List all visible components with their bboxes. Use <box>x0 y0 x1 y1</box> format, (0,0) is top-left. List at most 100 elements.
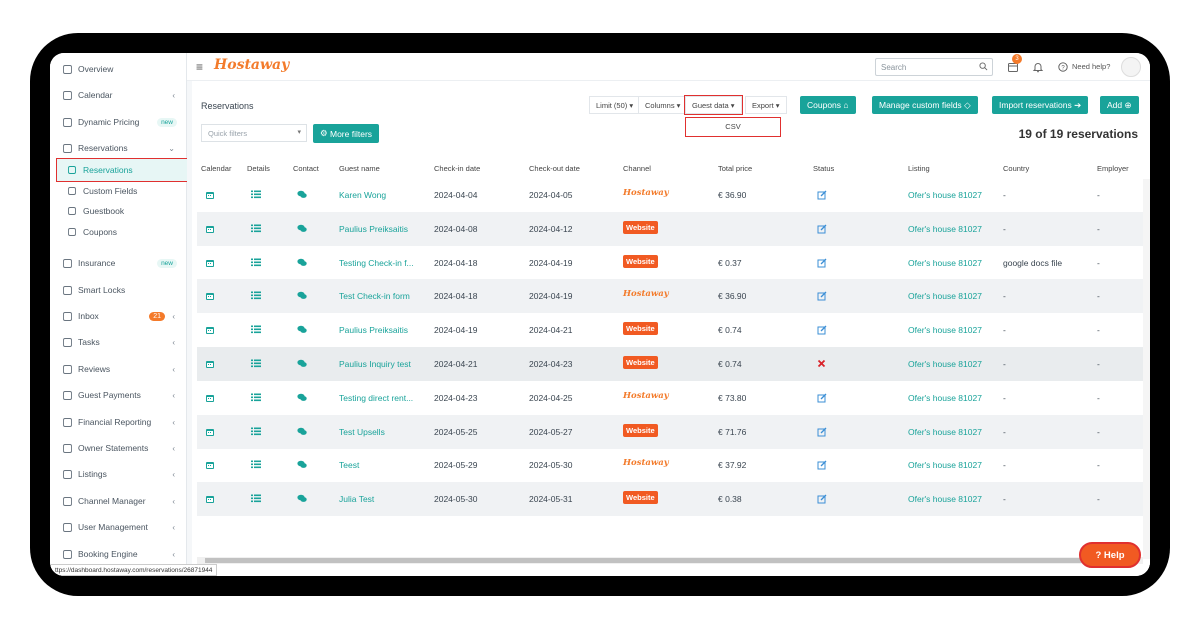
details-icon[interactable] <box>251 427 261 436</box>
listing-link[interactable]: Ofer's house 81027 <box>908 494 982 505</box>
guest-name-link[interactable]: Testing direct rent... <box>339 392 414 403</box>
limit-dropdown[interactable]: Limit (50) ▾ <box>589 96 641 114</box>
calendar-icon[interactable] <box>205 427 215 437</box>
contact-icon[interactable] <box>297 494 307 503</box>
guest-data-dropdown[interactable]: Guest data ▾ <box>684 95 743 115</box>
sidebar-subitem-custom-fields[interactable]: Custom Fields <box>50 181 187 201</box>
table-row[interactable]: Test Check-in form 2024-04-18 2024-04-19 Ho… <box>197 279 1150 314</box>
calendar-notification-icon[interactable] <box>1007 61 1019 73</box>
contact-icon[interactable] <box>297 325 307 334</box>
edit-icon[interactable] <box>817 224 827 234</box>
listing-link[interactable]: Ofer's house 81027 <box>908 325 982 336</box>
edit-icon[interactable] <box>817 291 827 301</box>
sidebar-item-inbox[interactable]: Inbox 21 ‹ <box>50 305 187 327</box>
details-icon[interactable] <box>251 460 261 469</box>
guest-name-link[interactable]: Test Check-in form <box>339 291 410 302</box>
guest-name-link[interactable]: Paulius Preiksaitis <box>339 325 408 336</box>
guest-name-link[interactable]: Testing Check-in f... <box>339 257 414 268</box>
sidebar-item-reviews[interactable]: Reviews ‹ <box>50 358 187 380</box>
details-icon[interactable] <box>251 393 261 402</box>
details-icon[interactable] <box>251 258 261 267</box>
calendar-icon[interactable] <box>205 190 215 200</box>
coupons-button[interactable]: Coupons ⌂ <box>800 96 856 114</box>
sidebar-item-booking-engine[interactable]: Booking Engine ‹ <box>50 543 187 565</box>
calendar-icon[interactable] <box>205 393 215 403</box>
edit-icon[interactable] <box>817 325 827 335</box>
export-dropdown[interactable]: Export ▾ <box>745 96 787 114</box>
guest-name-link[interactable]: Karen Wong <box>339 190 387 200</box>
bell-icon[interactable] <box>1032 61 1044 73</box>
table-row[interactable]: Test Upsells 2024-05-25 2024-05-27 Website €… <box>197 414 1150 449</box>
hostaway-logo[interactable]: Hostaway <box>214 57 290 73</box>
listing-link[interactable]: Ofer's house 81027 <box>908 426 982 437</box>
sidebar-item-smart-locks[interactable]: Smart Locks <box>50 279 187 301</box>
edit-icon[interactable] <box>817 460 827 470</box>
sidebar-subitem-coupons[interactable]: Coupons <box>50 222 187 242</box>
calendar-icon[interactable] <box>205 224 215 234</box>
edit-icon[interactable] <box>817 427 827 437</box>
sidebar-item-guest-payments[interactable]: Guest Payments ‹ <box>50 384 187 406</box>
sidebar-item-overview[interactable]: Overview <box>50 58 187 80</box>
edit-icon[interactable] <box>817 190 827 200</box>
details-icon[interactable] <box>251 359 261 368</box>
sidebar-subitem-guestbook[interactable]: Guestbook <box>50 201 187 221</box>
add-button[interactable]: Add ⊕ <box>1100 96 1139 114</box>
sidebar-item-tasks[interactable]: Tasks ‹ <box>50 331 187 353</box>
listing-link[interactable]: Ofer's house 81027 <box>908 392 982 403</box>
contact-icon[interactable] <box>297 291 307 300</box>
calendar-icon[interactable] <box>205 258 215 268</box>
guest-name-link[interactable]: Julia Test <box>339 494 375 505</box>
contact-icon[interactable] <box>297 427 307 436</box>
table-row[interactable]: Paulius Preiksaitis 2024-04-19 2024-04-21 W… <box>197 313 1150 347</box>
menu-icon[interactable]: ≡ <box>196 60 204 74</box>
sidebar-item-insurance[interactable]: Insurance new <box>50 252 187 274</box>
vertical-scrollbar[interactable] <box>1143 179 1150 559</box>
details-icon[interactable] <box>251 190 261 199</box>
table-row[interactable]: Paulius Inquiry test 2024-04-21 2024-04-23… <box>197 347 1150 381</box>
import-reservations-button[interactable]: Import reservations ➔ <box>992 96 1089 114</box>
details-icon[interactable] <box>251 325 261 334</box>
table-row[interactable]: Karen Wong 2024-04-04 2024-04-05 Hostaway € … <box>197 178 1150 212</box>
columns-dropdown[interactable]: Columns ▾ <box>638 96 688 114</box>
details-icon[interactable] <box>251 224 261 233</box>
avatar[interactable] <box>1121 57 1141 77</box>
table-row[interactable]: Testing direct rent... 2024-04-23 2024-04-… <box>197 381 1150 415</box>
edit-icon[interactable] <box>817 494 827 504</box>
sidebar-item-financial-reporting[interactable]: Financial Reporting ‹ <box>50 411 187 433</box>
details-icon[interactable] <box>251 494 261 503</box>
edit-icon[interactable] <box>817 393 827 403</box>
guest-data-menu-csv[interactable]: CSV <box>685 117 781 137</box>
sidebar-item-user-management[interactable]: User Management ‹ <box>50 516 187 538</box>
table-row[interactable]: Paulius Preiksaitis 2024-04-08 2024-04-12 W… <box>197 211 1150 246</box>
calendar-icon[interactable] <box>205 359 215 369</box>
more-filters-button[interactable]: ⚙ More filters <box>313 124 380 143</box>
contact-icon[interactable] <box>297 190 307 199</box>
sidebar-item-listings[interactable]: Listings ‹ <box>50 463 187 485</box>
listing-link[interactable]: Ofer's house 81027 <box>908 460 982 471</box>
guest-name-link[interactable]: Paulius Preiksaitis <box>339 223 408 234</box>
guest-name-link[interactable]: Paulius Inquiry test <box>339 359 411 369</box>
calendar-icon[interactable] <box>205 291 215 301</box>
guest-name-link[interactable]: Teest <box>339 460 360 471</box>
table-row[interactable]: Teest 2024-05-29 2024-05-30 Hostaway € 37.92… <box>197 448 1150 482</box>
help-button[interactable]: ? Help <box>1079 542 1141 568</box>
horizontal-scrollbar[interactable] <box>197 557 1143 564</box>
calendar-icon[interactable] <box>205 460 215 470</box>
sidebar-item-calendar[interactable]: Calendar ‹ <box>50 84 187 106</box>
contact-icon[interactable] <box>297 460 307 469</box>
table-row[interactable]: Testing Check-in f... 2024-04-18 2024-04-1… <box>197 246 1150 280</box>
contact-icon[interactable] <box>297 393 307 402</box>
listing-link[interactable]: Ofer's house 81027 <box>908 359 982 369</box>
edit-icon[interactable] <box>817 258 827 268</box>
sidebar-item-channel-manager[interactable]: Channel Manager ‹ <box>50 490 187 512</box>
question-icon[interactable]: ? <box>1058 62 1068 72</box>
calendar-icon[interactable] <box>205 325 215 335</box>
table-row[interactable]: Julia Test 2024-05-30 2024-05-31 Website € 0… <box>197 482 1150 517</box>
contact-icon[interactable] <box>297 258 307 267</box>
cancelled-icon[interactable] <box>817 359 826 368</box>
need-help-link[interactable]: Need help? <box>1072 62 1111 71</box>
listing-link[interactable]: Ofer's house 81027 <box>908 190 982 200</box>
manage-custom-fields-button[interactable]: Manage custom fields ◇ <box>872 96 978 114</box>
listing-link[interactable]: Ofer's house 81027 <box>908 291 982 302</box>
contact-icon[interactable] <box>297 224 307 233</box>
